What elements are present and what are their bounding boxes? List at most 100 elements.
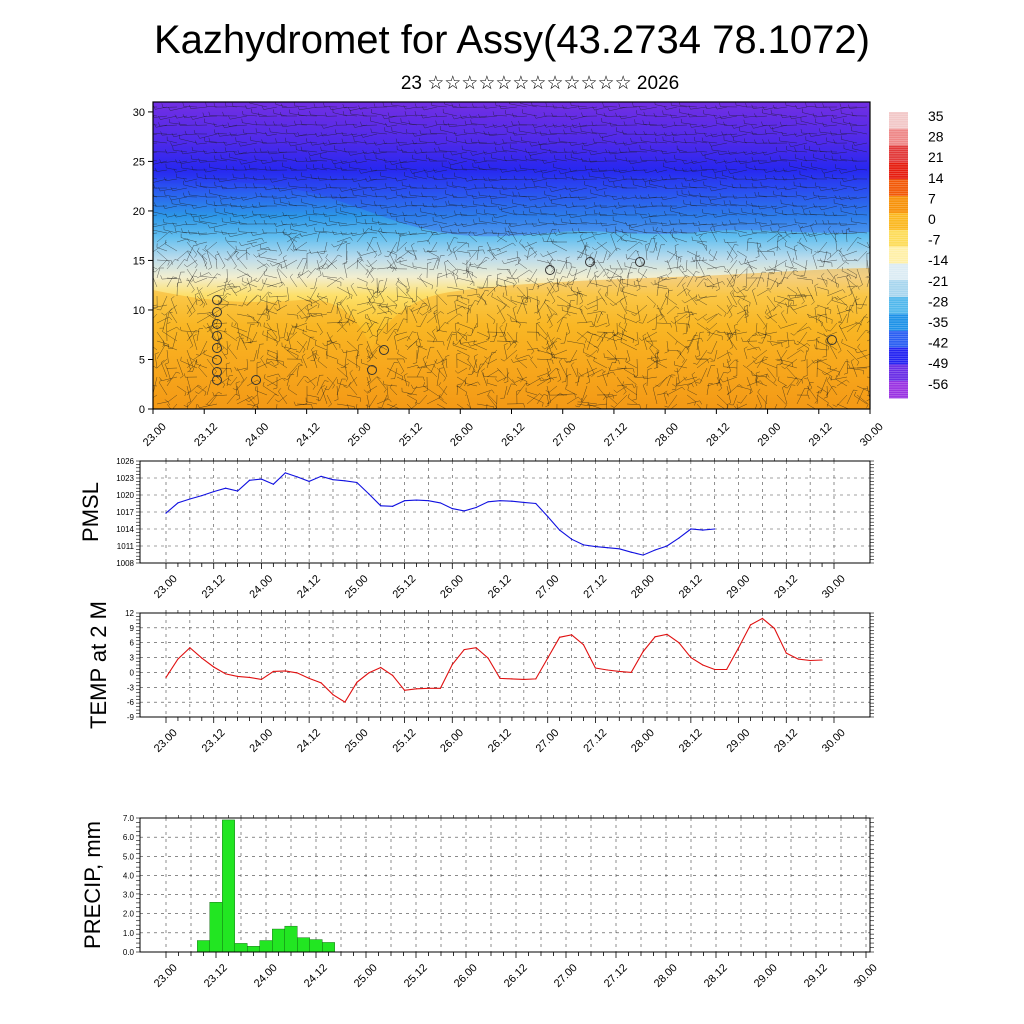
x-tick-label: 30.00 — [852, 962, 880, 990]
colorbar-stripes — [889, 111, 908, 399]
colorbar: 35 28 21 14 7 0 -7 -14 -21 -28 -35 -42 -49 -56 — [889, 108, 948, 399]
pmsl-point — [284, 472, 286, 474]
x-tick-label: 27.12 — [581, 573, 609, 601]
panel-frame — [139, 817, 871, 953]
temp-point — [296, 672, 298, 674]
colorbar-label: -42 — [928, 335, 948, 351]
temp-point — [392, 674, 394, 677]
calm-circle — [827, 335, 837, 345]
y-tick-label: 15 — [133, 255, 145, 267]
y-tick-label: 7.0 — [123, 814, 135, 823]
temp-point — [797, 658, 799, 660]
x-tick-label: 26.12 — [502, 962, 530, 990]
warm-tongue-overlay — [153, 268, 870, 409]
x-tick-label: 29.00 — [752, 962, 780, 990]
precip-bar — [272, 928, 285, 953]
temp-point — [487, 657, 489, 659]
calm-circle — [635, 257, 645, 267]
chart-title: Kazhydromet for Assy(43.2734 78.1072) — [154, 18, 870, 62]
x-tick-label: 28.12 — [677, 573, 705, 601]
x-tick-label: 25.12 — [390, 727, 418, 755]
pmsl-point — [487, 501, 489, 503]
pmsl-point — [308, 480, 310, 482]
x-tick-label: 28.12 — [704, 421, 732, 449]
temp-point — [535, 678, 537, 680]
x-tick-label: 28.00 — [629, 573, 657, 601]
y-tick-label: 3 — [130, 654, 135, 663]
x-tick-label: 23.00 — [141, 421, 169, 449]
temp-point — [189, 647, 191, 649]
pmsl-point — [236, 490, 239, 492]
pmsl-point — [392, 505, 394, 507]
x-tick-label: 24.00 — [243, 421, 271, 449]
x-tick-label: 29.00 — [755, 421, 783, 449]
colorbar-swatch — [889, 162, 908, 180]
x-tick-label: 29.12 — [772, 573, 800, 601]
x-tick-label: 26.12 — [499, 421, 527, 449]
x-tick-label: 28.00 — [629, 727, 657, 755]
pmsl-point — [570, 538, 573, 540]
x-tick-label: 24.00 — [247, 727, 275, 755]
temp-point — [606, 669, 608, 671]
temp-point — [570, 634, 573, 636]
temp-point — [201, 657, 203, 659]
temp-point — [439, 687, 441, 689]
temp-point — [248, 676, 251, 678]
pmsl-point — [511, 500, 513, 502]
cold-dome-overlay — [153, 102, 870, 237]
pmsl-point — [296, 476, 298, 478]
x-tick-label: 25.00 — [343, 573, 371, 601]
calm-circle — [212, 331, 222, 341]
colorbar-label: -28 — [928, 293, 948, 309]
cross-section-x-axis: 23.00 23.12 24.00 24.12 25.00 25.12 26.00 26.12… — [141, 409, 886, 449]
temp-point — [213, 666, 215, 668]
pmsl-point — [594, 545, 597, 548]
temp-point — [785, 652, 787, 654]
y-tick-label: 30 — [133, 107, 145, 119]
pmsl-point — [272, 483, 274, 485]
colorbar-swatch — [889, 229, 908, 248]
x-tick-label: 24.12 — [295, 421, 323, 449]
temp-point — [630, 671, 632, 674]
x-tick-label: 26.00 — [452, 962, 480, 990]
colorbar-label: 7 — [928, 190, 936, 206]
panel-background — [140, 818, 870, 952]
x-tick-label: 24.12 — [302, 962, 330, 990]
pmsl-point — [332, 479, 334, 481]
x-tick-label: 27.12 — [581, 727, 609, 755]
x-tick-label: 29.12 — [772, 727, 800, 755]
y-axis-title: PRECIP, mm — [80, 821, 105, 949]
calm-circle — [251, 375, 261, 385]
x-tick-label: 29.12 — [802, 962, 830, 990]
pmsl-point — [213, 491, 215, 493]
temp-point — [618, 670, 620, 673]
pmsl-point — [320, 475, 322, 477]
pmsl-panel: 1026 1023 1020 1017 1014 1011 1008 PMSL 23.00 23.… — [78, 457, 874, 601]
y-tick-label: 0.0 — [123, 948, 135, 957]
y-tick-label: 20 — [133, 206, 145, 218]
pmsl-point — [630, 551, 632, 553]
x-tick-label: 27.00 — [534, 573, 562, 601]
precip-bar — [247, 946, 260, 953]
temp-point — [344, 701, 346, 703]
colorbar-swatch — [889, 145, 908, 163]
pmsl-point — [451, 508, 453, 510]
calm-circle — [585, 257, 595, 267]
temp-point — [225, 673, 227, 675]
colorbar-swatch — [889, 313, 908, 332]
y-tick-label: 6 — [130, 639, 135, 648]
x-tick-label: 23.12 — [200, 727, 228, 755]
x-tick-label: 23.12 — [200, 573, 228, 601]
wind-barbs — [153, 102, 870, 409]
x-tick-label: 28.00 — [652, 962, 680, 990]
y-tick-label: 3.0 — [123, 891, 135, 900]
cross-section-field — [153, 102, 870, 409]
colorbar-swatch — [889, 128, 908, 147]
pmsl-point — [618, 548, 620, 550]
pmsl-point — [702, 529, 704, 531]
y-tick-label: -6 — [127, 698, 135, 707]
temp-point — [547, 657, 549, 659]
temp-point — [666, 633, 668, 635]
cross-section-panel: 0 5 10 15 20 25 30 23.00 23.12 24.00 24.12 25.00 25… — [133, 101, 886, 449]
y-tick-label: -3 — [127, 683, 135, 692]
